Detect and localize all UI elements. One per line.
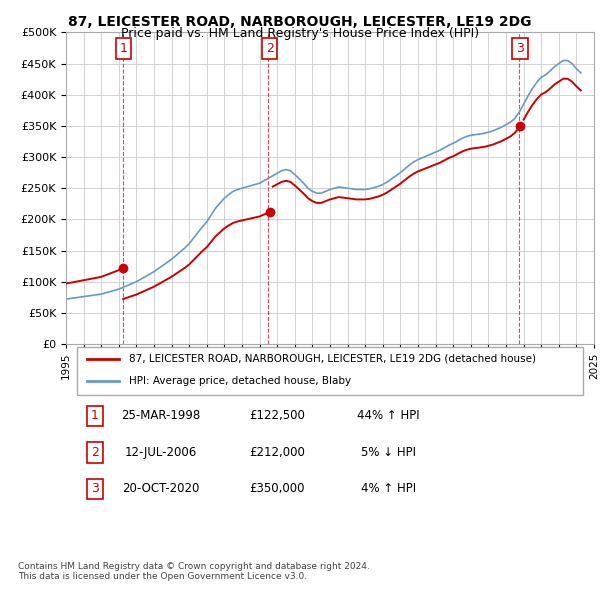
Text: 1: 1 xyxy=(91,409,99,422)
Text: 2: 2 xyxy=(266,42,274,55)
Text: 1: 1 xyxy=(119,42,127,55)
Text: 2: 2 xyxy=(91,446,99,459)
Text: 5% ↓ HPI: 5% ↓ HPI xyxy=(361,446,416,459)
Text: 87, LEICESTER ROAD, NARBOROUGH, LEICESTER, LE19 2DG (detached house): 87, LEICESTER ROAD, NARBOROUGH, LEICESTE… xyxy=(130,354,536,364)
Text: 12-JUL-2006: 12-JUL-2006 xyxy=(125,446,197,459)
Text: 3: 3 xyxy=(516,42,524,55)
Text: Contains HM Land Registry data © Crown copyright and database right 2024.
This d: Contains HM Land Registry data © Crown c… xyxy=(18,562,370,581)
Text: Price paid vs. HM Land Registry's House Price Index (HPI): Price paid vs. HM Land Registry's House … xyxy=(121,27,479,40)
Text: 20-OCT-2020: 20-OCT-2020 xyxy=(122,482,200,495)
Text: 25-MAR-1998: 25-MAR-1998 xyxy=(121,409,200,422)
Text: HPI: Average price, detached house, Blaby: HPI: Average price, detached house, Blab… xyxy=(130,376,352,386)
Text: 87, LEICESTER ROAD, NARBOROUGH, LEICESTER, LE19 2DG: 87, LEICESTER ROAD, NARBOROUGH, LEICESTE… xyxy=(68,15,532,29)
FancyBboxPatch shape xyxy=(77,347,583,395)
Text: 4% ↑ HPI: 4% ↑ HPI xyxy=(361,482,416,495)
Text: £212,000: £212,000 xyxy=(249,446,305,459)
Text: 3: 3 xyxy=(91,482,99,495)
Text: £122,500: £122,500 xyxy=(249,409,305,422)
Text: 44% ↑ HPI: 44% ↑ HPI xyxy=(357,409,419,422)
Text: £350,000: £350,000 xyxy=(250,482,305,495)
